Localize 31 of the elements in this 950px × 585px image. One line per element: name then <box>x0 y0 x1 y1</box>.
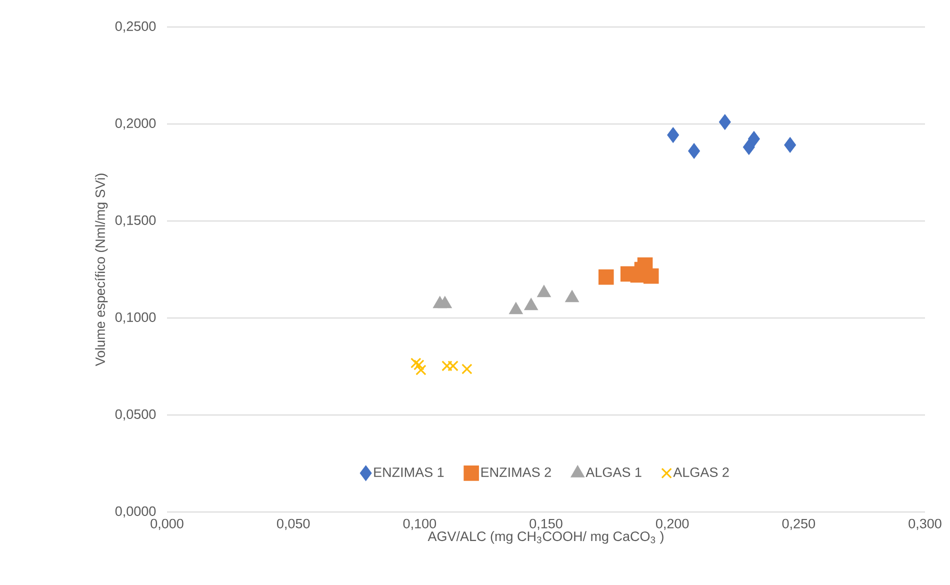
point <box>718 114 731 130</box>
point <box>410 358 422 368</box>
point <box>414 360 424 370</box>
point <box>598 269 614 285</box>
x-tick-label: 0,300 <box>908 518 942 530</box>
point <box>784 137 796 153</box>
point <box>667 127 679 143</box>
x-tick-label: 0,050 <box>276 518 310 530</box>
legend-label: ENZIMAS 2 <box>481 467 551 478</box>
y-tick-label: 0,2500 <box>115 21 156 33</box>
y-tick-label: 0,0000 <box>115 506 156 518</box>
point <box>416 364 426 376</box>
x-axis-title: AGV/ALC (mg CH$_{3}$COOH/ mg CaCO$_{3}$ ) <box>428 531 664 544</box>
y-tick-label: 0,0500 <box>115 409 156 421</box>
y-tick-label: 0,1500 <box>115 215 156 227</box>
point <box>462 364 472 374</box>
x-tick-label: 0,250 <box>782 518 816 530</box>
y-tick-label: 0,1000 <box>115 312 156 324</box>
legend-label: ALGAS 2 <box>673 467 729 478</box>
y-tick-label: 0,2000 <box>115 118 156 130</box>
x-tick-label: 0,100 <box>403 518 436 530</box>
x-tick-label: 0,150 <box>530 518 562 530</box>
point <box>643 268 659 284</box>
point <box>742 139 755 155</box>
point <box>688 143 700 159</box>
x-tick-label: 0,000 <box>150 518 184 530</box>
legend-label: ENZIMAS 1 <box>374 467 444 478</box>
legend-label: ALGAS 1 <box>586 467 642 478</box>
point <box>748 131 760 147</box>
x-tick-label: 0,200 <box>656 518 689 530</box>
y-axis-title: Volume específico (Nml/mg SVi) <box>94 174 108 366</box>
